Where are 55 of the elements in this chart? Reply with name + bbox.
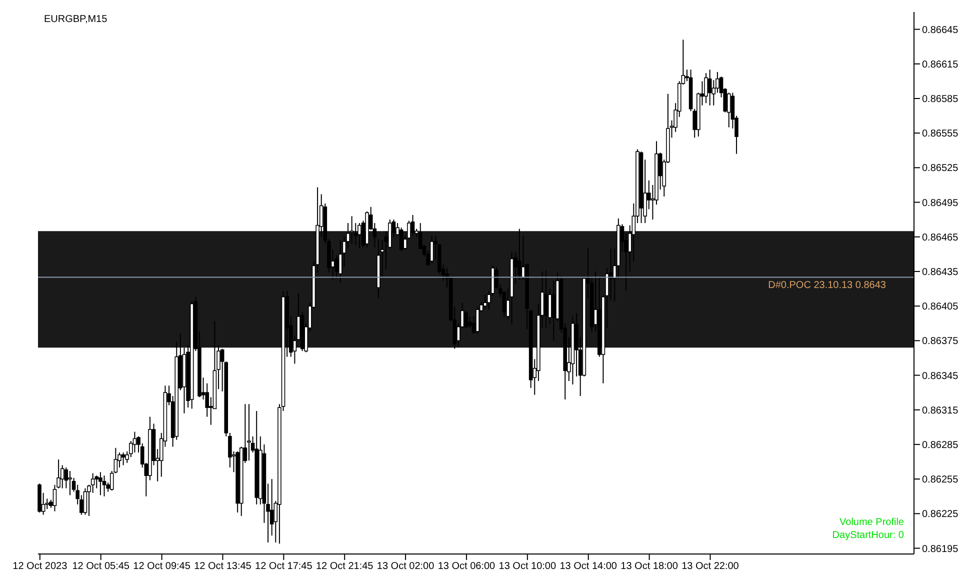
annotation: DayStartHour: 0 — [832, 529, 904, 542]
ref-line-label: D#0.POC 23.10.13 0.8643 — [768, 280, 886, 292]
y-tick-label: 0.86645 — [922, 24, 959, 36]
candlestick — [338, 240, 342, 284]
y-tick-label: 0.86375 — [922, 336, 959, 348]
candlestick — [464, 310, 468, 328]
candlestick — [102, 475, 106, 497]
candlestick — [708, 69, 712, 106]
x-tick-label: 12 Oct 05:45 — [72, 561, 130, 572]
y-tick-label: 0.86465 — [922, 232, 959, 244]
annotation: Volume Profile — [838, 516, 904, 529]
candlestick — [430, 235, 434, 264]
x-tick-label: 13 Oct 14:00 — [560, 561, 618, 572]
y-tick-label: 0.86555 — [922, 128, 959, 140]
x-tick-label: 12 Oct 17:45 — [255, 561, 313, 572]
candlestick — [410, 214, 415, 236]
y-tick-label: 0.86255 — [922, 474, 959, 486]
x-tick-label: 12 Oct 09:45 — [133, 561, 191, 572]
x-tick-label: 12 Oct 13:45 — [194, 561, 252, 572]
y-tick-label: 0.86525 — [922, 163, 959, 174]
y-tick-label: 0.86285 — [922, 440, 959, 451]
candlestick — [704, 72, 708, 104]
candlestick — [68, 470, 72, 496]
candlestick — [90, 472, 95, 494]
x-tick-label: 12 Oct 2023 — [12, 561, 68, 572]
y-tick-label: 0.86615 — [922, 59, 959, 70]
candlestick — [476, 306, 480, 334]
y-tick-label: 0.86345 — [922, 370, 959, 382]
candlestick — [483, 294, 488, 309]
y-tick-label: 0.86495 — [922, 198, 959, 209]
candlestick — [121, 452, 126, 466]
x-tick-label: 13 Oct 06:00 — [438, 561, 496, 572]
chart-title: EURGBP,M15 — [44, 14, 108, 25]
candlestick — [350, 216, 354, 244]
candlestick — [247, 404, 251, 462]
y-tick-label: 0.86195 — [922, 544, 959, 555]
candlestick — [83, 488, 88, 516]
y-tick-label: 0.86225 — [922, 509, 959, 520]
y-tick-label: 0.86405 — [922, 302, 959, 313]
candlestick — [399, 227, 404, 252]
x-tick-label: 13 Oct 02:00 — [376, 561, 435, 572]
candlestick — [98, 472, 102, 496]
candlestick — [132, 431, 137, 454]
y-tick-label: 0.86435 — [922, 267, 959, 278]
x-tick-label: 13 Oct 22:00 — [682, 561, 740, 572]
x-tick-label: 13 Oct 10:00 — [498, 561, 556, 572]
candlestick — [552, 280, 556, 342]
y-tick-label: 0.86585 — [922, 94, 959, 106]
candlestick — [517, 228, 522, 280]
candlestick — [544, 270, 548, 328]
candlestick — [358, 222, 362, 249]
y-tick-label: 0.86315 — [922, 405, 959, 416]
x-tick-label: 12 Oct 21:45 — [316, 561, 374, 572]
candlestick — [726, 92, 731, 128]
x-tick-label: 13 Oct 18:00 — [620, 561, 678, 572]
